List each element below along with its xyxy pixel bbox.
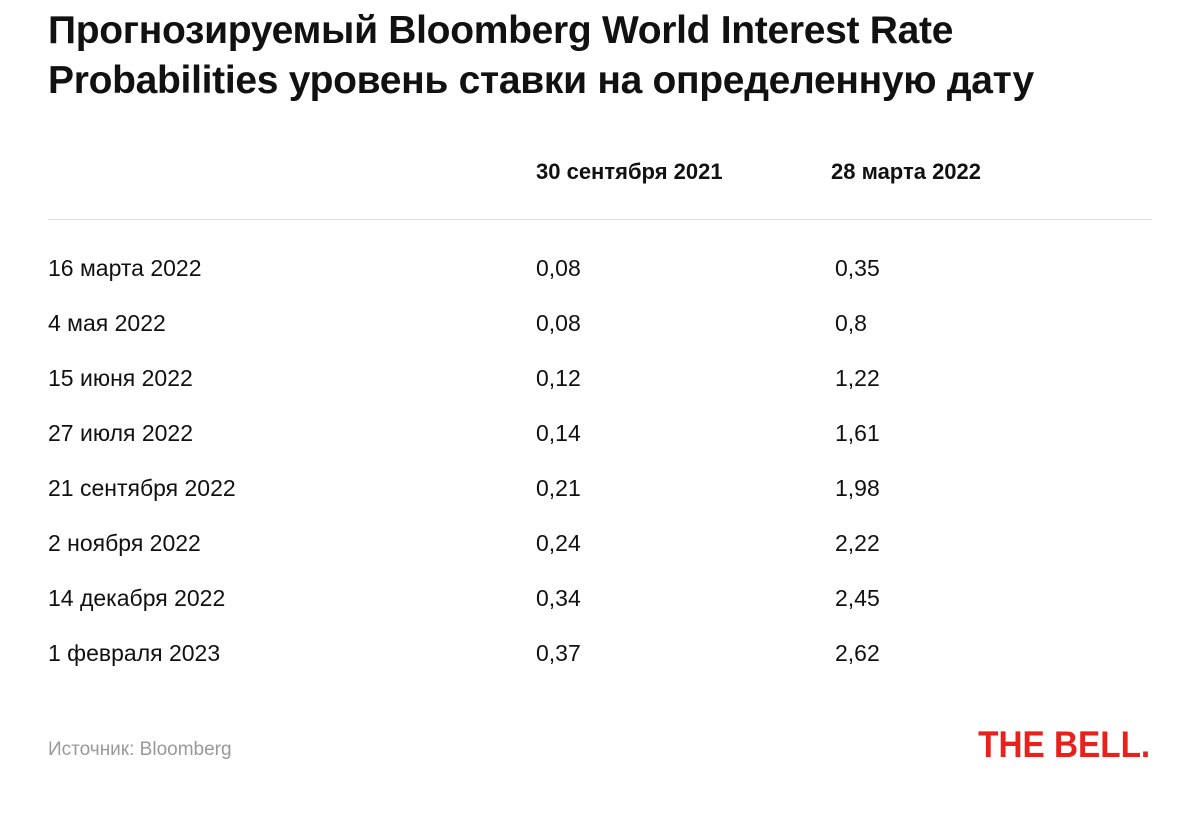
cell-value: 0,35 xyxy=(835,255,880,281)
cell-value: 1,98 xyxy=(835,475,880,501)
cell-value: 0,08 xyxy=(536,310,581,336)
row-label: 16 марта 2022 xyxy=(48,255,202,281)
cell-value: 0,12 xyxy=(536,365,581,391)
logo: THE BELL. xyxy=(977,724,1150,765)
row-label: 2 ноября 2022 xyxy=(48,530,201,556)
row-label: 21 сентября 2022 xyxy=(48,475,236,501)
row-label: 1 февраля 2023 xyxy=(48,640,221,666)
cell-value: 2,22 xyxy=(835,530,880,556)
cell-value: 2,45 xyxy=(835,585,880,611)
cell-value: 0,37 xyxy=(536,640,581,666)
row-label: 4 мая 2022 xyxy=(48,310,166,336)
cell-value: 0,08 xyxy=(536,255,581,281)
cell-value: 1,61 xyxy=(835,420,880,446)
title: Прогнозируемый Bloomberg World Interest … xyxy=(48,9,1034,102)
column-header: 28 марта 2022 xyxy=(831,159,982,184)
cell-value: 0,21 xyxy=(536,475,581,501)
source: Источник: Bloomberg xyxy=(48,739,232,760)
row-label: 15 июня 2022 xyxy=(48,365,193,391)
row-label: 27 июля 2022 xyxy=(48,420,193,446)
header-rule xyxy=(48,219,1152,220)
cell-value: 2,62 xyxy=(835,640,880,666)
cell-value: 0,14 xyxy=(536,420,581,446)
cell-value: 0,34 xyxy=(536,585,581,611)
column-header: 30 сентября 2021 xyxy=(536,159,723,184)
cell-value: 0,24 xyxy=(536,530,581,556)
row-label: 14 декабря 2022 xyxy=(48,585,226,611)
cell-value: 0,8 xyxy=(835,310,867,336)
cell-value: 1,22 xyxy=(835,365,880,391)
